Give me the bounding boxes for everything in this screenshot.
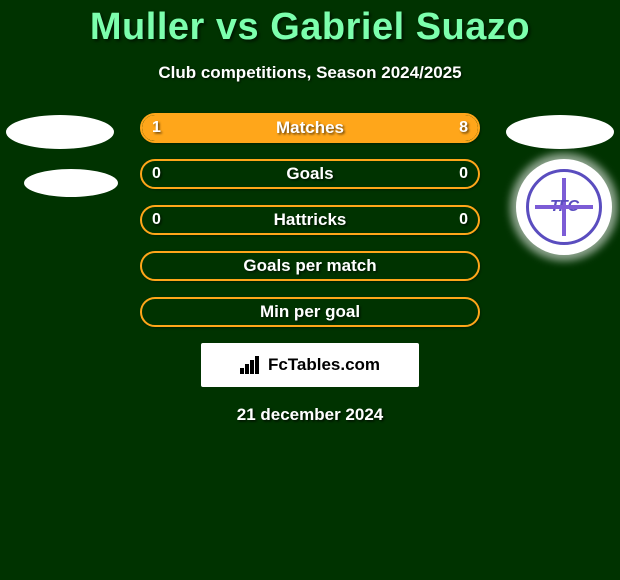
stat-row: Goals per match [140,251,480,281]
club-left-logo-placeholder [24,169,118,197]
stat-row: Min per goal [140,297,480,327]
club-crest-icon: TFC [526,169,602,245]
brand-text: FcTables.com [268,355,380,375]
date-text: 21 december 2024 [0,405,620,425]
content-area: TFC 18Matches 00Goals 00Hattricks Goals per… [0,113,620,425]
stat-row: 18Matches [140,113,480,143]
stat-row: 00Hattricks [140,205,480,235]
brand-box[interactable]: FcTables.com [201,343,419,387]
bars-icon [240,356,262,374]
stat-label: Min per goal [142,299,478,325]
subtitle: Club competitions, Season 2024/2025 [0,63,620,83]
stat-rows: 18Matches 00Goals 00Hattricks Goals per mat… [140,113,480,327]
player-left-photo-placeholder [6,115,114,149]
stat-label: Goals per match [142,253,478,279]
stat-row: 00Goals [140,159,480,189]
club-crest-text: TFC [550,198,578,216]
stat-label: Goals [142,161,478,187]
player-right-photo-placeholder [506,115,614,149]
stat-label: Matches [142,115,478,141]
stat-label: Hattricks [142,207,478,233]
club-right-logo: TFC [516,159,612,255]
comparison-card: Muller vs Gabriel Suazo Club competition… [0,0,620,425]
page-title: Muller vs Gabriel Suazo [0,6,620,49]
